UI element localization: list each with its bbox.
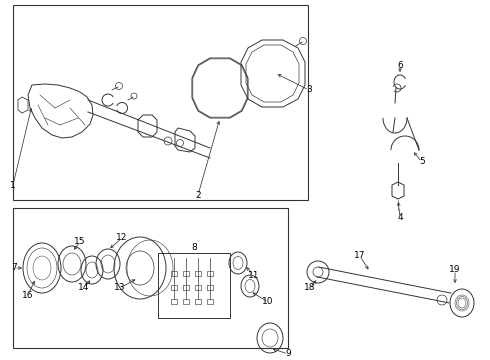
Text: 16: 16 (22, 291, 34, 300)
Text: 5: 5 (419, 158, 425, 166)
Text: 8: 8 (191, 243, 197, 252)
Text: 10: 10 (262, 297, 274, 306)
Text: 7: 7 (11, 264, 17, 273)
Text: 3: 3 (306, 85, 312, 94)
Bar (183, 299, 189, 304)
Text: 18: 18 (304, 284, 316, 292)
Bar (158, 253, 230, 318)
Bar (207, 285, 213, 290)
Text: 17: 17 (354, 252, 366, 261)
Bar (171, 285, 177, 290)
Bar (195, 299, 201, 304)
Text: 4: 4 (397, 213, 403, 222)
Text: 19: 19 (449, 266, 461, 274)
Bar (195, 285, 201, 290)
Text: 14: 14 (78, 284, 90, 292)
Bar (207, 271, 213, 276)
Bar (183, 285, 189, 290)
Text: 9: 9 (285, 350, 291, 359)
Bar (13, 208, 288, 348)
Text: 2: 2 (195, 190, 201, 199)
Bar (195, 271, 201, 276)
Bar (13, 5, 308, 200)
Text: 6: 6 (397, 60, 403, 69)
Text: 15: 15 (74, 238, 86, 247)
Text: 1: 1 (10, 180, 16, 189)
Bar (183, 271, 189, 276)
Text: 12: 12 (116, 234, 128, 243)
Bar (171, 271, 177, 276)
Text: 11: 11 (248, 270, 260, 279)
Bar (171, 299, 177, 304)
Bar (207, 299, 213, 304)
Text: 13: 13 (114, 284, 126, 292)
